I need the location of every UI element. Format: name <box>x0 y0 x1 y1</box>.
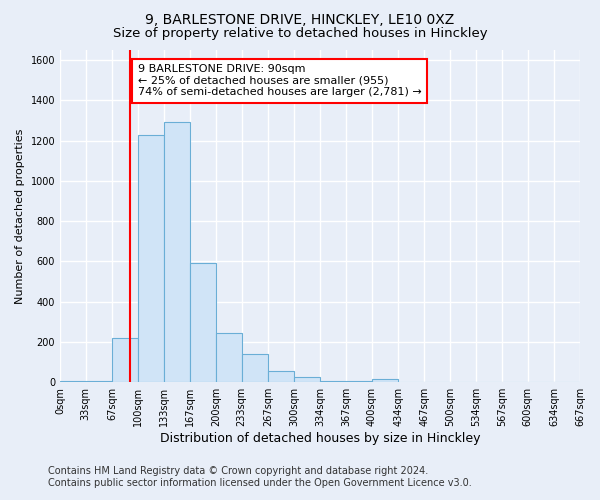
Bar <box>190 264 216 382</box>
Bar <box>86 381 112 382</box>
X-axis label: Distribution of detached houses by size in Hinckley: Distribution of detached houses by size … <box>160 432 480 445</box>
Text: Contains HM Land Registry data © Crown copyright and database right 2024.
Contai: Contains HM Land Registry data © Crown c… <box>48 466 472 487</box>
Bar <box>242 354 268 382</box>
Text: Size of property relative to detached houses in Hinckley: Size of property relative to detached ho… <box>113 28 487 40</box>
Bar <box>346 381 372 382</box>
Bar <box>320 381 346 382</box>
Bar <box>268 371 294 382</box>
Bar <box>138 134 164 382</box>
Bar <box>164 122 190 382</box>
Bar <box>112 338 138 382</box>
Bar <box>372 379 398 382</box>
Bar <box>294 377 320 382</box>
Text: 9 BARLESTONE DRIVE: 90sqm
← 25% of detached houses are smaller (955)
74% of semi: 9 BARLESTONE DRIVE: 90sqm ← 25% of detac… <box>138 64 422 98</box>
Text: 9, BARLESTONE DRIVE, HINCKLEY, LE10 0XZ: 9, BARLESTONE DRIVE, HINCKLEY, LE10 0XZ <box>145 12 455 26</box>
Bar <box>60 381 86 382</box>
Y-axis label: Number of detached properties: Number of detached properties <box>15 128 25 304</box>
Bar <box>216 333 242 382</box>
